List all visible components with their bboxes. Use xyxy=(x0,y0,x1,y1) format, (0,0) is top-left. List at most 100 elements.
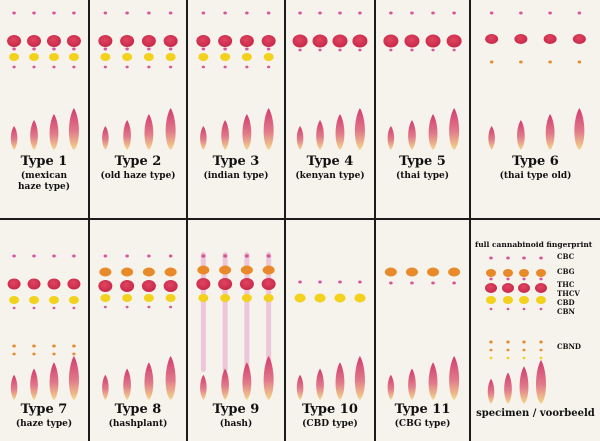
spot xyxy=(52,352,56,356)
spot xyxy=(485,34,499,44)
spot xyxy=(266,11,271,15)
tlc-plate xyxy=(384,267,461,400)
spot xyxy=(121,267,134,277)
spot xyxy=(223,11,227,15)
tlc-panel-type-1: Type 1 (mexican haze type) xyxy=(0,0,88,218)
spot xyxy=(147,305,151,309)
spot xyxy=(125,305,129,309)
spot xyxy=(164,267,177,277)
sample-streak xyxy=(49,114,59,150)
sample-streak xyxy=(449,108,460,150)
spot xyxy=(168,11,173,15)
spot xyxy=(425,34,441,48)
reference-fingerprint-panel: full cannabinoid fingerprint CBC CBG THC THC… xyxy=(471,220,600,441)
spot xyxy=(32,344,36,348)
spot xyxy=(223,254,228,258)
sample-streak xyxy=(517,120,525,150)
spot xyxy=(506,256,510,260)
type-title: Type 5 xyxy=(399,154,446,169)
type-subtitle-line2: haze type) xyxy=(17,182,70,192)
spot xyxy=(539,256,543,260)
spot xyxy=(384,267,397,277)
sample-streak xyxy=(10,374,18,400)
spot xyxy=(163,280,178,292)
spot xyxy=(318,280,322,284)
spot xyxy=(223,65,227,69)
sample-streak xyxy=(387,374,395,400)
spot xyxy=(141,35,156,47)
tlc-plate xyxy=(292,11,368,150)
compound-label-cbd: CBD xyxy=(557,298,575,307)
sample-streak xyxy=(487,378,495,404)
spot xyxy=(201,47,206,51)
type-subtitle: (CBD type) xyxy=(302,419,358,429)
spot xyxy=(241,53,252,61)
spot xyxy=(100,294,111,302)
spot xyxy=(312,34,328,48)
spot xyxy=(404,34,420,48)
type-subtitle: (haze type) xyxy=(15,419,73,429)
spot xyxy=(263,294,274,302)
spot xyxy=(142,267,155,277)
spot xyxy=(52,254,56,258)
spot xyxy=(165,53,176,61)
spot xyxy=(220,53,231,61)
spot xyxy=(32,352,36,356)
spot xyxy=(168,47,173,51)
spot xyxy=(147,65,151,69)
spot xyxy=(536,296,546,304)
spot xyxy=(141,280,156,292)
spot xyxy=(32,254,36,258)
spot xyxy=(489,307,493,311)
spot xyxy=(358,48,362,52)
spot xyxy=(198,53,209,61)
spot xyxy=(68,53,79,61)
spot xyxy=(410,11,414,15)
compound-label-cbnd: CBND xyxy=(557,342,581,351)
spot xyxy=(431,48,435,52)
spot xyxy=(52,344,56,348)
spot xyxy=(98,280,113,292)
type-title: Type 1 xyxy=(20,154,68,169)
spot xyxy=(267,65,271,69)
spot xyxy=(98,35,113,47)
spot xyxy=(32,47,36,51)
fingerprint-title: full cannabinoid fingerprint xyxy=(475,240,593,249)
spot xyxy=(52,47,56,51)
spot xyxy=(29,53,40,61)
spot xyxy=(169,305,173,309)
spot xyxy=(410,281,414,285)
spot xyxy=(67,278,81,290)
spot xyxy=(196,35,211,47)
spot xyxy=(519,269,529,277)
sample-streak xyxy=(221,120,229,150)
spot xyxy=(489,256,493,260)
spot xyxy=(266,254,271,258)
spot xyxy=(572,34,586,44)
spot xyxy=(32,65,36,69)
sample-streak xyxy=(68,355,79,400)
spot xyxy=(197,265,210,275)
spot xyxy=(536,269,546,277)
sample-streak xyxy=(200,374,207,400)
tlc-panel-type-10: Type 10 (CBD type) xyxy=(286,220,374,441)
sample-streak xyxy=(504,372,512,404)
spot xyxy=(539,348,543,352)
spot xyxy=(514,34,528,44)
spot xyxy=(72,11,76,15)
type-title: Type 4 xyxy=(306,154,354,169)
spot xyxy=(27,278,41,290)
spot xyxy=(220,294,231,302)
sample-streak xyxy=(200,126,207,150)
spot xyxy=(292,34,308,48)
spot xyxy=(352,34,368,48)
sample-streak xyxy=(102,126,109,150)
spot xyxy=(338,11,342,15)
spot xyxy=(7,35,22,47)
spot xyxy=(354,293,366,303)
spot xyxy=(535,283,547,293)
spot xyxy=(240,265,253,275)
spot xyxy=(298,48,302,52)
type-title: Type 11 xyxy=(394,402,451,417)
spot xyxy=(431,281,435,285)
